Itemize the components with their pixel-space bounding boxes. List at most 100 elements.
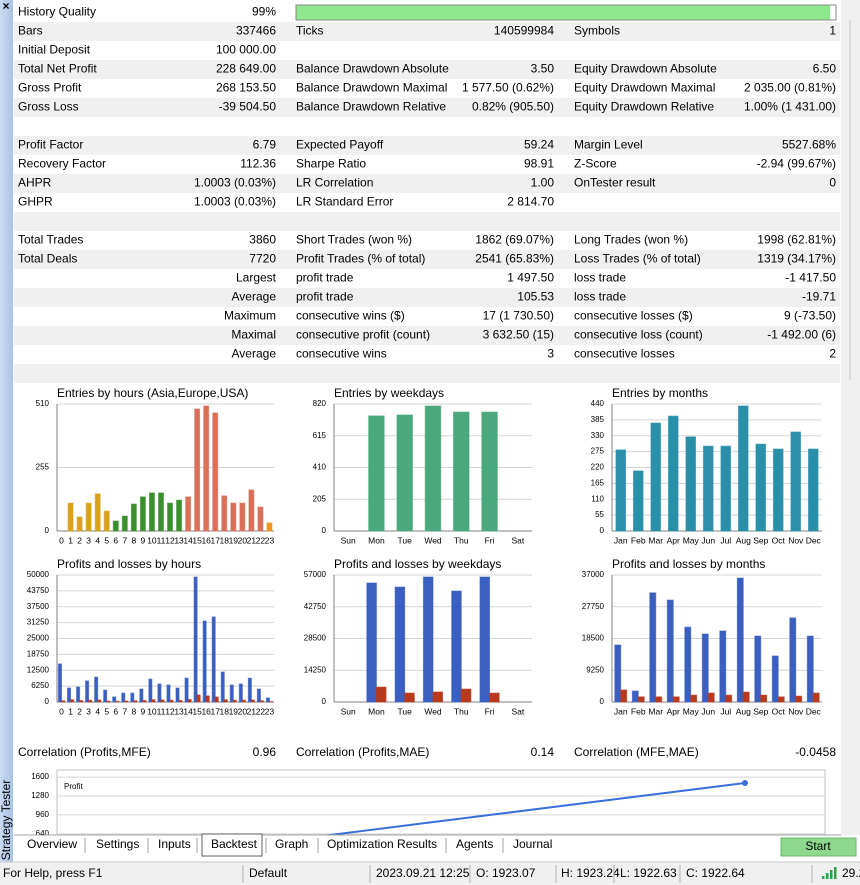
- stat-value: -1 492.00 (6): [767, 328, 836, 342]
- scrollbar[interactable]: [841, 0, 860, 835]
- x-tick-label: Sep: [753, 706, 768, 716]
- bar: [121, 692, 126, 703]
- stat-label: LR Standard Error: [296, 195, 393, 209]
- bar: [812, 692, 820, 703]
- x-tick-label: Sat: [511, 706, 524, 716]
- x-tick-label: 5: [104, 706, 109, 716]
- stat-label: consecutive profit (count): [296, 328, 430, 342]
- close-button[interactable]: ×: [2, 0, 9, 13]
- y-tick-label: 1280: [31, 791, 49, 800]
- stat-label: Recovery Factor: [18, 157, 106, 171]
- stat-label: Total Trades: [18, 233, 83, 247]
- y-tick-label: 0: [600, 697, 605, 706]
- stat-value: -1 417.50: [785, 271, 836, 285]
- bar: [702, 445, 714, 532]
- bar: [655, 696, 663, 703]
- tab[interactable]: Agents: [456, 837, 493, 851]
- stat-label: GHPR: [18, 195, 53, 209]
- tab[interactable]: Journal: [513, 837, 552, 851]
- bar: [85, 680, 90, 703]
- stat-value: 0.96: [253, 745, 277, 759]
- row-background: [14, 364, 840, 383]
- bar: [169, 699, 174, 703]
- y-tick-label: 31250: [27, 618, 50, 627]
- bar: [185, 496, 192, 532]
- tab[interactable]: Inputs: [158, 837, 191, 851]
- bar: [67, 502, 74, 532]
- x-tick-label: Mar: [648, 535, 663, 545]
- x-tick-label: Nov: [788, 706, 804, 716]
- tab[interactable]: Optimization Results: [327, 837, 437, 851]
- x-tick-label: Jan: [614, 706, 628, 716]
- x-tick-label: 4: [95, 535, 100, 545]
- x-tick-label: 1: [68, 535, 73, 545]
- bar: [112, 520, 119, 532]
- x-tick-label: Wed: [424, 535, 442, 545]
- y-tick-label: 330: [591, 431, 605, 440]
- tab-active[interactable]: Backtest: [211, 837, 258, 851]
- start-label[interactable]: Start: [805, 839, 831, 853]
- bar: [432, 691, 444, 703]
- stat-value: 1 497.50: [507, 271, 554, 285]
- stat-value: 0: [829, 176, 836, 190]
- bar: [368, 415, 385, 532]
- stat-label: Symbols: [574, 24, 620, 38]
- x-tick-label: Jul: [720, 535, 731, 545]
- x-tick-label: 22: [256, 535, 266, 545]
- stat-label: loss trade: [574, 271, 626, 285]
- bar: [451, 590, 462, 703]
- stat-label: Gross Profit: [18, 81, 82, 95]
- x-tick-label: Apr: [667, 535, 680, 545]
- stat-value: Average: [232, 347, 277, 361]
- bar: [737, 405, 749, 532]
- stat-value: 98.91: [524, 157, 554, 171]
- bar: [375, 686, 387, 703]
- bar: [701, 633, 709, 703]
- y-tick-label: 510: [36, 399, 50, 408]
- y-tick-label: 440: [591, 399, 605, 408]
- x-tick-label: Jun: [701, 706, 715, 716]
- x-tick-label: May: [683, 535, 700, 545]
- y-tick-label: 275: [591, 447, 605, 456]
- signal-bar: [826, 873, 829, 879]
- stat-label: consecutive losses ($): [574, 309, 693, 323]
- bar: [772, 448, 784, 532]
- bar: [754, 635, 762, 703]
- x-tick-label: 12: [165, 535, 175, 545]
- row-background: [14, 212, 840, 231]
- stat-value: 112.36: [240, 157, 276, 171]
- bar: [268, 700, 274, 703]
- x-tick-label: 7: [122, 535, 127, 545]
- quality-bar: [296, 5, 831, 20]
- x-tick-label: 1: [68, 706, 73, 716]
- y-tick-label: 28500: [304, 634, 327, 643]
- status-item: For Help, press F1: [3, 866, 103, 880]
- bar: [223, 699, 228, 703]
- bar: [115, 700, 120, 703]
- stat-value: 9 (-73.50): [784, 309, 836, 323]
- stat-value: 228 649.00: [216, 62, 276, 76]
- stat-value: 1 577.50 (0.62%): [462, 81, 554, 95]
- bar: [720, 445, 732, 532]
- chart-title: Profits and losses by weekdays: [334, 557, 501, 571]
- stat-value: -0.0458: [795, 745, 836, 759]
- stat-label: Balance Drawdown Relative: [296, 100, 446, 114]
- bar: [790, 431, 802, 532]
- bar: [672, 696, 680, 703]
- bar: [241, 699, 246, 703]
- y-tick-label: 18750: [27, 649, 50, 658]
- stat-value: -39 504.50: [219, 100, 277, 114]
- bar: [148, 492, 155, 532]
- y-tick-label: 25000: [27, 634, 50, 643]
- bar: [460, 688, 472, 703]
- x-tick-label: 18: [220, 535, 230, 545]
- stat-label: Profit Factor: [18, 138, 83, 152]
- stat-value: 2 814.70: [507, 195, 554, 209]
- x-tick-label: 23: [265, 535, 275, 545]
- tab[interactable]: Overview: [27, 837, 77, 851]
- tab[interactable]: Settings: [96, 837, 139, 851]
- bar: [85, 502, 92, 532]
- bar: [112, 696, 117, 703]
- tab[interactable]: Graph: [275, 837, 308, 851]
- start-button[interactable]: [780, 837, 857, 857]
